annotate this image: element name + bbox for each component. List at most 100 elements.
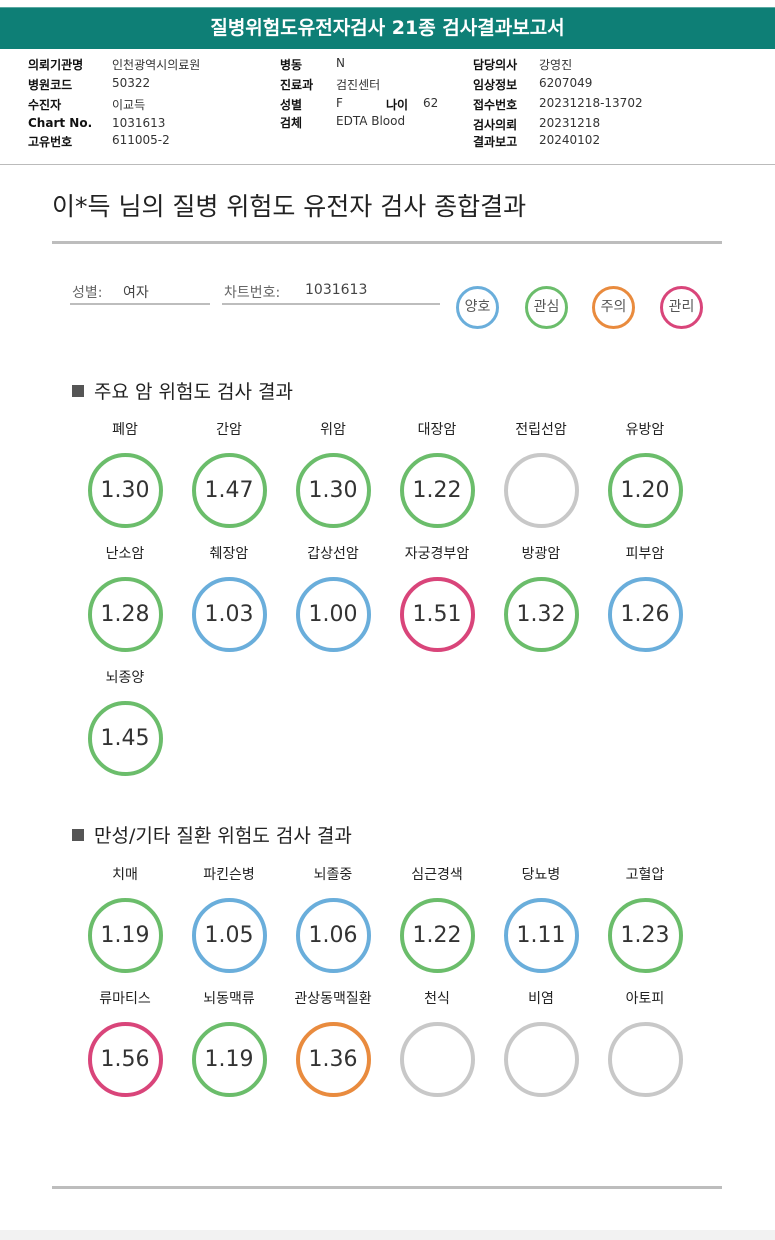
clinical-label: 임상정보 — [473, 78, 518, 92]
info-divider — [0, 164, 775, 165]
age-label: 나이 — [386, 98, 409, 112]
result-value-ring: 1.30 — [295, 453, 371, 528]
result-value-ring: 1.26 — [607, 577, 683, 652]
result-value-ring — [399, 1022, 475, 1097]
request-label: 검사의뢰 — [473, 118, 518, 132]
legend-manage: 관리 — [660, 286, 703, 329]
result-value-ring: 1.36 — [295, 1022, 371, 1097]
result-name: 당뇨병 — [521, 867, 561, 883]
patient-info-panel: 의뢰기관명 인천광역시의료원 병원코드 50322 수진자 이교득 Chart … — [0, 56, 775, 164]
result-name: 피부암 — [625, 546, 665, 562]
result-item: 전립선암 — [491, 420, 591, 528]
unique-no-value: 611005-2 — [112, 133, 170, 147]
cancer-section-label: 주요 암 위험도 검사 결과 — [94, 381, 293, 403]
result-name: 대장암 — [417, 422, 457, 438]
result-name: 유방암 — [625, 422, 665, 438]
result-value-ring — [607, 1022, 683, 1097]
institution-value: 인천광역시의료원 — [112, 58, 201, 72]
result-value-ring: 1.00 — [295, 577, 371, 652]
section-bullet-icon — [72, 829, 84, 841]
result-name: 위암 — [320, 422, 346, 438]
sex-field-underline — [70, 303, 210, 305]
result-name: 뇌동맥류 — [203, 991, 255, 1007]
result-item: 폐암 1.30 — [75, 420, 175, 528]
result-name: 심근경색 — [411, 867, 463, 883]
summary-chart-value: 1031613 — [305, 282, 368, 298]
result-value-ring: 1.45 — [87, 701, 163, 776]
hospital-code-value: 50322 — [112, 76, 151, 90]
result-item: 피부암 1.26 — [595, 544, 695, 652]
result-value-ring: 1.28 — [87, 577, 163, 652]
result-name: 폐암 — [112, 422, 138, 438]
result-name: 아토피 — [625, 991, 665, 1007]
result-item: 관상동맥질환 1.36 — [283, 989, 383, 1097]
chart-no-label: Chart No. — [28, 116, 93, 130]
title-divider — [52, 241, 722, 244]
result-name: 난소암 — [105, 546, 145, 562]
result-item: 간암 1.47 — [179, 420, 279, 528]
age-value: 62 — [423, 96, 439, 110]
result-item: 뇌동맥류 1.19 — [179, 989, 279, 1097]
hospital-code-label: 병원코드 — [28, 78, 73, 92]
result-value-ring: 1.23 — [607, 898, 683, 973]
section-bullet-icon — [72, 385, 84, 397]
result-value-ring: 1.11 — [503, 898, 579, 973]
result-name: 천식 — [424, 991, 450, 1007]
bottom-divider — [52, 1186, 722, 1189]
result-value-ring — [503, 453, 579, 528]
result-item: 당뇨병 1.11 — [491, 865, 591, 973]
clinical-value: 6207049 — [539, 76, 593, 90]
result-value-ring: 1.30 — [87, 453, 163, 528]
result-name: 자궁경부암 — [404, 546, 470, 562]
sex-value: F — [336, 96, 343, 110]
institution-label: 의뢰기관명 — [28, 58, 84, 72]
chart-no-value: 1031613 — [112, 116, 166, 130]
result-name: 뇌종양 — [105, 670, 145, 686]
result-name: 관상동맥질환 — [294, 991, 372, 1007]
result-value-ring: 1.47 — [191, 453, 267, 528]
specimen-value: EDTA Blood — [336, 114, 406, 128]
result-item: 천식 — [387, 989, 487, 1097]
result-value-ring: 1.22 — [399, 453, 475, 528]
request-value: 20231218 — [539, 116, 601, 130]
result-name: 간암 — [216, 422, 242, 438]
receipt-label: 접수번호 — [473, 98, 518, 112]
result-value-ring: 1.19 — [191, 1022, 267, 1097]
result-value-ring: 1.22 — [399, 898, 475, 973]
result-item: 뇌종양 1.45 — [75, 668, 175, 776]
dept-label: 진료과 — [280, 78, 314, 92]
chronic-section-title: 만성/기타 질환 위험도 검사 결과 — [72, 821, 352, 848]
result-name: 비염 — [528, 991, 554, 1007]
chronic-section-label: 만성/기타 질환 위험도 검사 결과 — [94, 825, 352, 847]
summary-sex-value: 여자 — [123, 285, 149, 301]
summary-title: 이*득 님의 질병 위험도 유전자 검사 종합결과 — [52, 192, 527, 221]
report-label: 결과보고 — [473, 135, 518, 149]
result-item: 뇌졸중 1.06 — [283, 865, 383, 973]
result-item: 고혈압 1.23 — [595, 865, 695, 973]
specimen-label: 검체 — [280, 116, 303, 130]
result-name: 전립선암 — [515, 422, 567, 438]
result-item: 류마티스 1.56 — [75, 989, 175, 1097]
dept-value: 검진센터 — [336, 78, 381, 92]
report-title: 질병위험도유전자검사 21종 검사결과보고서 — [0, 7, 775, 49]
chart-field-underline — [222, 303, 440, 305]
result-name: 류마티스 — [99, 991, 151, 1007]
result-value-ring: 1.56 — [87, 1022, 163, 1097]
unique-no-label: 고유번호 — [28, 135, 73, 149]
legend-good: 양호 — [456, 286, 499, 329]
result-item: 파킨슨병 1.05 — [179, 865, 279, 973]
result-item: 난소암 1.28 — [75, 544, 175, 652]
result-item: 췌장암 1.03 — [179, 544, 279, 652]
result-value-ring: 1.20 — [607, 453, 683, 528]
result-name: 치매 — [112, 867, 138, 883]
result-name: 갑상선암 — [307, 546, 359, 562]
patient-label: 수진자 — [28, 98, 62, 112]
result-value-ring: 1.06 — [295, 898, 371, 973]
result-value-ring — [503, 1022, 579, 1097]
result-item: 갑상선암 1.00 — [283, 544, 383, 652]
result-item: 대장암 1.22 — [387, 420, 487, 528]
doctor-value: 강영진 — [539, 58, 573, 72]
doctor-label: 담당의사 — [473, 58, 518, 72]
result-name: 방광암 — [521, 546, 561, 562]
